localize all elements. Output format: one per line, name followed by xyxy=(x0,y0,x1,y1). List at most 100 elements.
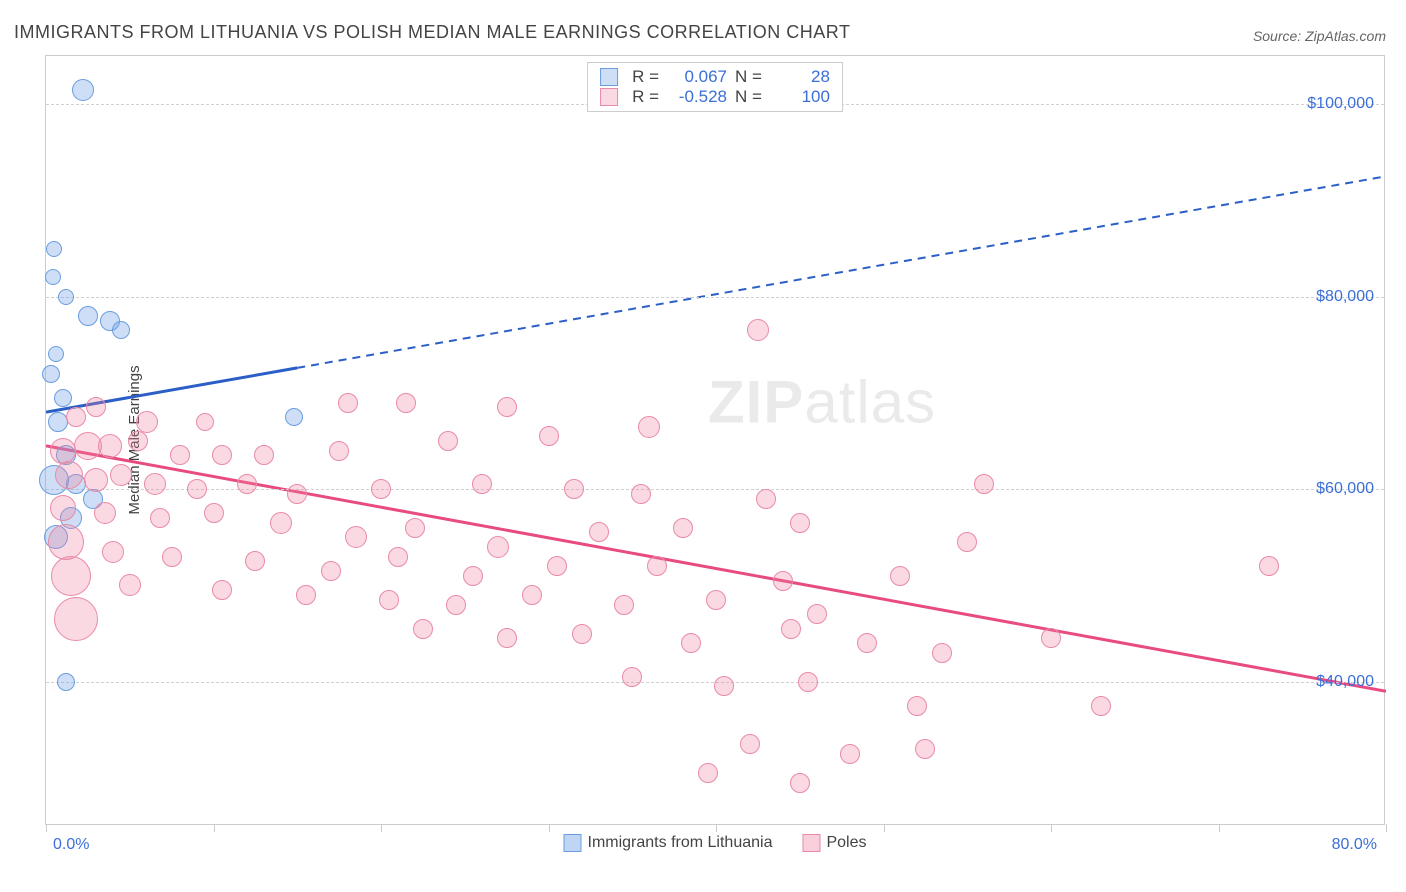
data-point xyxy=(807,604,827,624)
data-point xyxy=(162,547,182,567)
data-point xyxy=(78,306,98,326)
data-point xyxy=(714,676,734,696)
legend-label: Poles xyxy=(826,834,866,851)
data-point xyxy=(756,489,776,509)
stats-legend-box: R = 0.067 N = 28 R = -0.528 N = 100 xyxy=(587,62,843,112)
data-point xyxy=(54,389,72,407)
data-point xyxy=(1091,696,1111,716)
data-point xyxy=(119,574,141,596)
legend-swatch xyxy=(802,834,820,852)
data-point xyxy=(212,580,232,600)
legend-swatch xyxy=(564,834,582,852)
data-point xyxy=(321,561,341,581)
data-point xyxy=(50,438,76,464)
data-point xyxy=(706,590,726,610)
stats-n-label: N = xyxy=(735,87,762,107)
data-point xyxy=(438,431,458,451)
chart-title: IMMIGRANTS FROM LITHUANIA VS POLISH MEDI… xyxy=(14,22,850,43)
data-point xyxy=(487,536,509,558)
data-point xyxy=(622,667,642,687)
data-point xyxy=(98,434,122,458)
y-tick-label: $100,000 xyxy=(1307,95,1374,113)
data-point xyxy=(497,628,517,648)
data-point xyxy=(589,522,609,542)
data-point xyxy=(932,643,952,663)
stats-n-label: N = xyxy=(735,67,762,87)
data-point xyxy=(58,289,74,305)
data-point xyxy=(740,734,760,754)
data-point xyxy=(110,464,132,486)
data-point xyxy=(798,672,818,692)
data-point xyxy=(974,474,994,494)
y-tick-label: $40,000 xyxy=(1316,673,1374,691)
legend-label: Immigrants from Lithuania xyxy=(588,834,773,851)
data-point xyxy=(790,773,810,793)
data-point xyxy=(539,426,559,446)
source-label: Source: ZipAtlas.com xyxy=(1253,28,1386,44)
data-point xyxy=(497,397,517,417)
legend-swatch xyxy=(600,68,618,86)
data-point xyxy=(270,512,292,534)
data-point xyxy=(66,407,86,427)
data-point xyxy=(463,566,483,586)
data-point xyxy=(196,413,214,431)
data-point xyxy=(329,441,349,461)
data-point xyxy=(48,412,68,432)
legend-item: Poles xyxy=(802,834,866,852)
chart-area: Median Male Earnings ZIPatlas R = 0.067 … xyxy=(45,55,1385,825)
data-point xyxy=(102,541,124,563)
data-point xyxy=(522,585,542,605)
data-point xyxy=(128,431,148,451)
stats-r-value: 0.067 xyxy=(667,67,727,87)
data-point xyxy=(413,619,433,639)
data-point xyxy=(673,518,693,538)
data-point xyxy=(857,633,877,653)
legend-swatch xyxy=(600,88,618,106)
data-point xyxy=(45,269,61,285)
data-point xyxy=(773,571,793,591)
data-point xyxy=(46,241,62,257)
y-tick-label: $80,000 xyxy=(1316,288,1374,306)
data-point xyxy=(647,556,667,576)
data-point xyxy=(915,739,935,759)
stats-r-label: R = xyxy=(632,87,659,107)
data-point xyxy=(907,696,927,716)
data-point xyxy=(747,319,769,341)
data-point xyxy=(150,508,170,528)
data-point xyxy=(94,502,116,524)
data-point xyxy=(212,445,232,465)
data-point xyxy=(245,551,265,571)
stats-r-value: -0.528 xyxy=(667,87,727,107)
data-point xyxy=(144,473,166,495)
data-point xyxy=(285,408,303,426)
stats-n-value: 28 xyxy=(770,67,830,87)
data-point xyxy=(42,365,60,383)
data-point xyxy=(136,411,158,433)
data-point xyxy=(237,474,257,494)
x-axis-min-label: 0.0% xyxy=(53,836,89,854)
stats-n-value: 100 xyxy=(770,87,830,107)
data-point xyxy=(472,474,492,494)
data-point xyxy=(388,547,408,567)
data-point xyxy=(790,513,810,533)
data-point xyxy=(51,556,91,596)
data-point xyxy=(1259,556,1279,576)
data-point xyxy=(345,526,367,548)
y-tick-label: $60,000 xyxy=(1316,480,1374,498)
data-point xyxy=(379,590,399,610)
legend-item: Immigrants from Lithuania xyxy=(564,834,773,852)
plot-region: ZIPatlas R = 0.067 N = 28 R = -0.528 N =… xyxy=(46,56,1384,824)
data-point xyxy=(296,585,316,605)
gridline xyxy=(46,297,1384,298)
data-point xyxy=(55,461,83,489)
stats-r-label: R = xyxy=(632,67,659,87)
data-point xyxy=(572,624,592,644)
data-point xyxy=(371,479,391,499)
bottom-legend: Immigrants from Lithuania Poles xyxy=(564,834,867,852)
data-point xyxy=(1041,628,1061,648)
data-point xyxy=(48,524,84,560)
data-point xyxy=(614,595,634,615)
stats-row: R = -0.528 N = 100 xyxy=(600,87,830,107)
watermark: ZIPatlas xyxy=(708,367,936,436)
data-point xyxy=(86,397,106,417)
